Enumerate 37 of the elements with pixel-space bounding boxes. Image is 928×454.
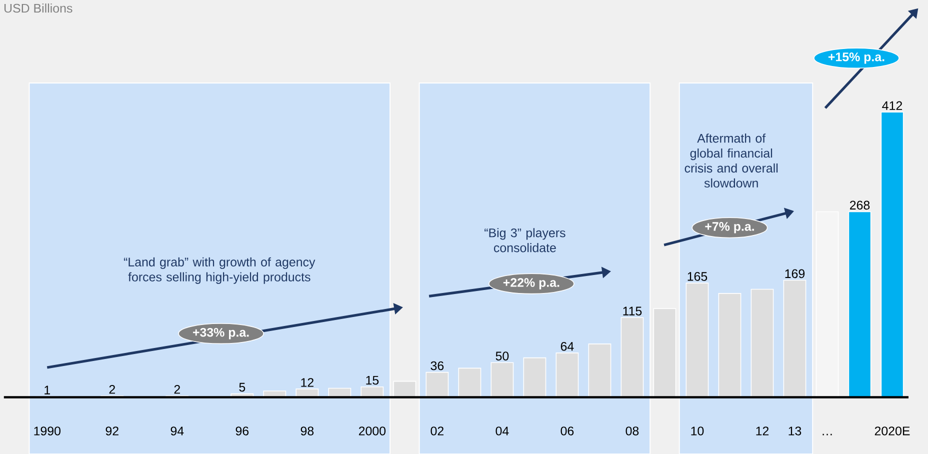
x-tick-label: … [822, 434, 832, 436]
data-label: 115 [623, 306, 642, 316]
band-label: Aftermath of global financial crisis and overall slowdown [684, 134, 778, 188]
band-label: “Land grab” with growth of agency forces selling high-yield products [124, 257, 316, 284]
x-tick-label: 2000 [358, 426, 386, 436]
data-label: 2 [174, 384, 180, 394]
x-tick-label: 10 [691, 426, 704, 436]
annotation: +22% p.a. [503, 278, 560, 290]
data-label: 165 [688, 272, 708, 281]
annotation: +7% p.a. [705, 222, 754, 234]
x-tick-label: 98 [300, 426, 314, 436]
annotation: +33% p.a. [192, 328, 249, 340]
x-tick-label: 12 [756, 426, 769, 436]
x-tick-label: 13 [788, 426, 802, 436]
x-tick-label: 08 [626, 426, 639, 436]
x-tick-label: 02 [430, 426, 444, 436]
data-label: 412 [882, 101, 902, 110]
data-label: 64 [560, 342, 574, 351]
x-tick-label: 2020E [874, 426, 910, 436]
data-label: 15 [366, 376, 379, 385]
text: +15% p.a. [828, 52, 884, 64]
chart-title: USD Billions [4, 4, 72, 13]
x-tick-label: 04 [496, 426, 509, 436]
x-tick-label: 92 [106, 426, 118, 436]
data-label: 268 [850, 200, 870, 210]
x-tick-label: 96 [236, 426, 249, 436]
data-label: 2 [109, 384, 115, 394]
data-label: 50 [496, 352, 509, 360]
data-label: 169 [785, 269, 805, 278]
data-label: 12 [301, 378, 314, 387]
x-tick-label: 94 [170, 426, 184, 436]
data-label: 36 [430, 361, 444, 370]
band-label: “Big 3” players consolidate [484, 228, 566, 252]
data-label: 1 [44, 386, 50, 394]
x-tick-label: 1990 [34, 426, 60, 436]
x-tick-label: 06 [560, 426, 574, 436]
data-label: 5 [239, 382, 246, 392]
